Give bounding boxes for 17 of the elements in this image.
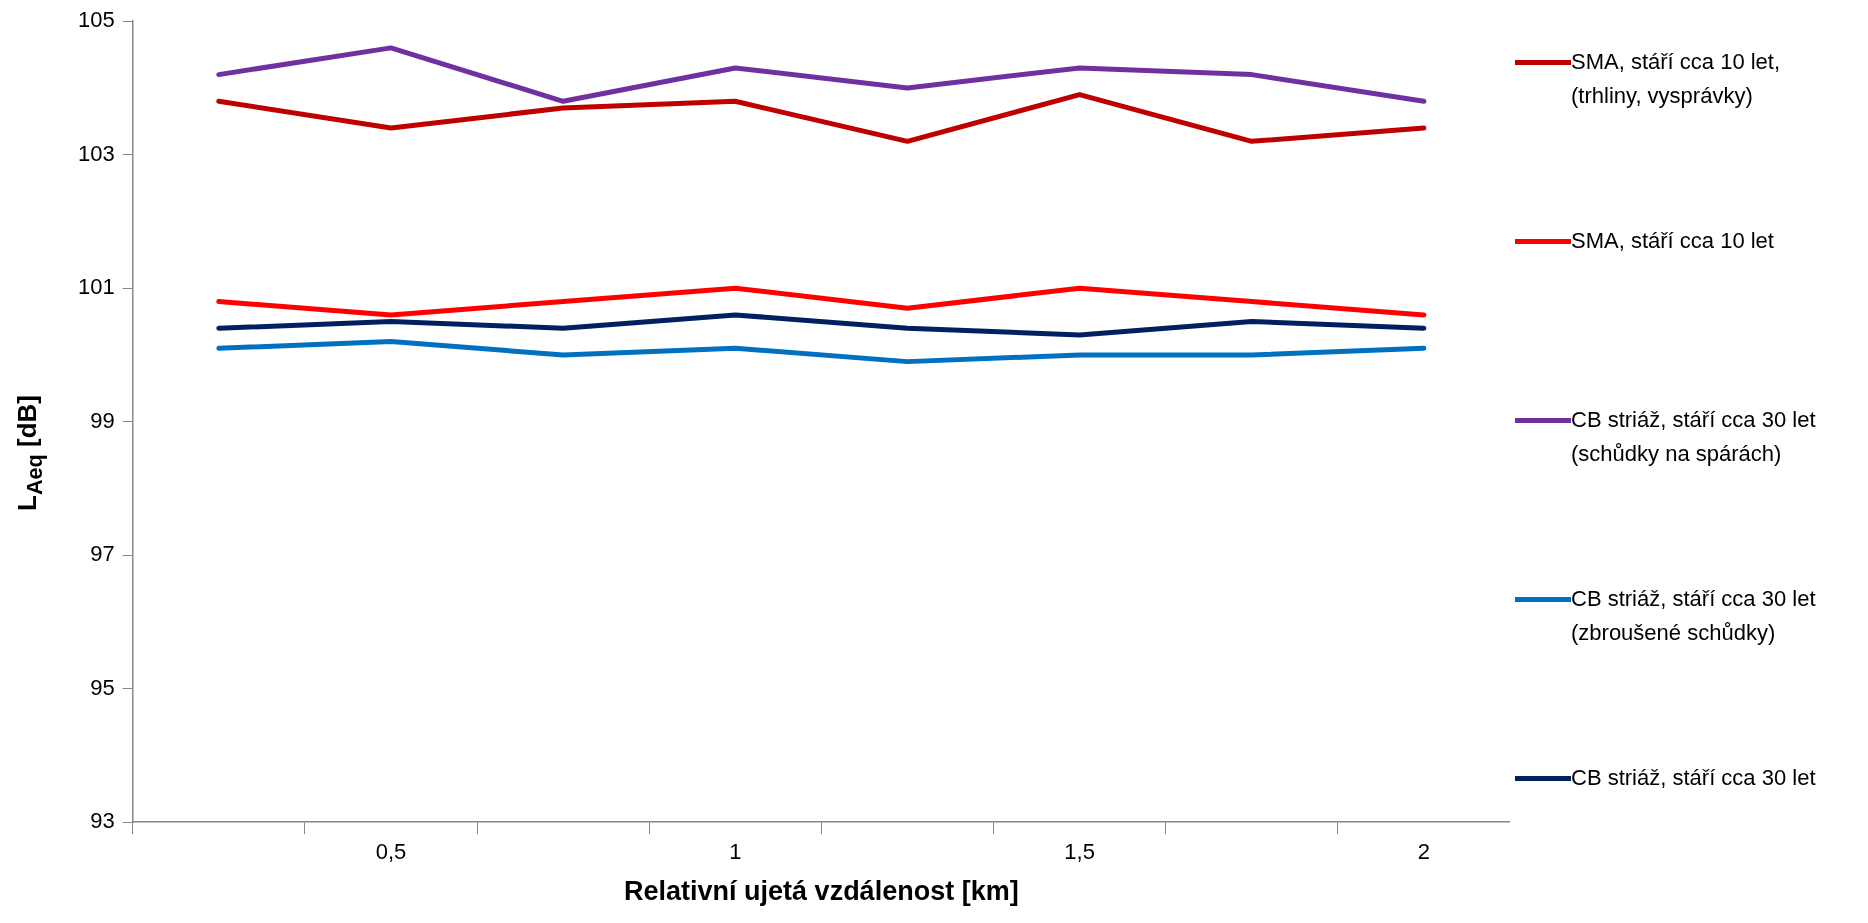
y-tick-label: 101 [77,274,115,300]
legend-label: CB striáž, stáří cca 30 let (zbroušené schůdky) [1571,585,1817,647]
y-tick-label: 93 [90,808,115,834]
x-tick-label: 0,5 [375,839,407,865]
legend-label: CB striáž, stáří cca 30 let (schůdky na spárách) [1571,406,1817,468]
x-tick-label: 2 [1417,839,1431,865]
y-tick-label: 103 [77,140,115,166]
x-tick-label: 1,5 [1064,839,1095,865]
x-tick-label: 1 [729,839,742,865]
legend-label: SMA, stáří cca 10 let, (trhliny, vysprávky) [1571,48,1782,110]
y-tick-label: 97 [90,541,115,567]
y-tick-label: 95 [90,674,115,700]
y-tick-label: 105 [77,7,115,33]
x-axis-title: Relativní ujetá vzdálenost [km] [624,876,1019,907]
legend-label: CB striáž, stáří cca 30 let [1571,764,1817,792]
y-tick-label: 99 [90,407,115,433]
legend-label: SMA, stáří cca 10 let [1571,227,1775,255]
